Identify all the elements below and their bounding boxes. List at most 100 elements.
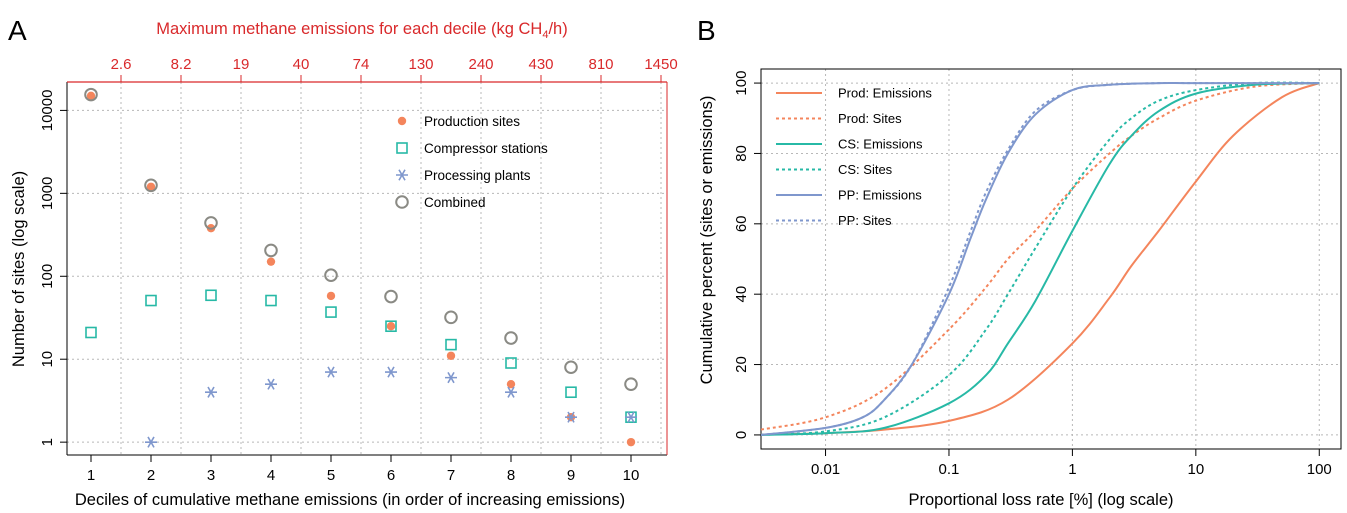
production-sites-point (146, 182, 156, 191)
legend-label: PP: Sites (838, 213, 892, 228)
panel-b-x-axis-label: Proportional loss rate [%] (log scale) (908, 491, 1173, 509)
top-axis-title-subscript: 4 (542, 29, 548, 41)
x-tick-label: 3 (207, 467, 215, 484)
x-tick-label: 10 (1187, 461, 1204, 478)
panel-b-chart: 0.01 0.1 1 10 100 0 20 40 60 80 100 Prod: Emission… (698, 68, 1342, 509)
panel-a-axes: 1 2 3 4 5 6 7 8 9 10 1 10 100 1000 10000 (39, 90, 639, 484)
production-sites-point (626, 437, 636, 447)
panel-a-label: A (8, 15, 27, 46)
top-tick-label: 1450 (644, 56, 677, 73)
compressor-stations-point (205, 289, 217, 302)
processing-plants-point-strokes (445, 371, 457, 384)
compressor-stations-point (325, 306, 337, 318)
line-pp-sites (760, 81, 1320, 436)
y-tick-label: 1 (39, 438, 56, 446)
panel-b-border (760, 68, 1342, 450)
series-combined (84, 87, 638, 391)
x-tick-label: 4 (267, 467, 275, 484)
legend-label: PP: Emissions (838, 188, 922, 203)
y-tick-label: 20 (733, 356, 750, 373)
top-tick-label: 19 (233, 56, 250, 73)
top-tick-label: 2.6 (111, 56, 132, 73)
x-tick-label: 0.1 (939, 461, 960, 478)
top-axis-title: Maximum methane emissions for each decil… (156, 20, 567, 41)
legend-item-production-sites: Production sites (397, 114, 520, 129)
y-tick-label: 40 (733, 286, 750, 303)
x-tick-label: 1 (87, 467, 95, 484)
compressor-stations-point (265, 294, 277, 307)
series-processing-plants (145, 366, 637, 448)
y-tick-label: 10000 (39, 90, 56, 132)
legend-item-pp-emissions: PP: Emissions (776, 188, 922, 203)
line-cs-emissions (760, 82, 1320, 436)
panel-a-plot-frame (66, 81, 668, 456)
combined-point (324, 268, 338, 283)
panel-b-y-axis-label: Cumulative percent (sites or emissions) (698, 96, 716, 385)
line-prod-sites (760, 82, 1320, 431)
combined-point (144, 178, 158, 193)
processing-plants-point-strokes (265, 378, 277, 390)
legend-marker (397, 116, 407, 126)
panel-b-legend: Prod: Emissions Prod: Sites CS: Emissions C… (776, 86, 932, 228)
legend-item-cs-emissions: CS: Emissions (776, 137, 923, 152)
panel-b-grid (761, 69, 1341, 449)
x-tick-label: 2 (147, 467, 155, 484)
legend-label: Production sites (424, 114, 520, 129)
top-axis-title-main: Maximum methane emissions for each decil… (156, 20, 542, 38)
y-tick-label: 60 (733, 215, 750, 232)
compressor-stations-point (85, 326, 97, 339)
compressor-stations-point (145, 294, 157, 307)
top-tick-label: 74 (353, 56, 370, 73)
top-tick-label: 130 (408, 56, 433, 73)
x-tick-label: 1 (1068, 461, 1076, 478)
line-prod-emissions (760, 82, 1320, 436)
x-tick-label: 9 (567, 467, 575, 484)
processing-plants-point (205, 386, 217, 398)
panel-a-points (84, 87, 638, 448)
processing-plants-point-strokes (385, 366, 397, 378)
processing-plants-point (565, 411, 577, 423)
combined-point (84, 87, 98, 102)
combined-point (564, 360, 578, 375)
top-tick-label: 40 (293, 56, 310, 73)
processing-plants-point (265, 378, 277, 390)
x-tick-label: 8 (507, 467, 515, 484)
legend-item-compressor-stations: Compressor stations (396, 141, 548, 156)
top-axis: 2.6 8.2 19 40 74 130 240 430 810 1450 (111, 56, 678, 82)
processing-plants-point (325, 366, 337, 378)
legend-label: CS: Sites (838, 162, 893, 177)
legend-label: Prod: Emissions (838, 86, 932, 101)
legend-marker (396, 169, 408, 181)
compressor-stations-point (445, 338, 457, 351)
compressor-stations-point (385, 320, 397, 333)
processing-plants-point-strokes (565, 411, 577, 423)
top-tick-label: 430 (528, 56, 553, 73)
y-tick-label: 1000 (39, 177, 56, 210)
combined-point (384, 289, 398, 304)
processing-plants-point-strokes (325, 366, 337, 378)
combined-point (444, 310, 458, 325)
series-production-sites (86, 91, 636, 447)
legend-item-processing-plants: Processing plants (396, 168, 531, 183)
production-sites-point (386, 322, 396, 331)
y-tick-label: 0 (733, 431, 750, 439)
panel-a-chart: Maximum methane emissions for each decil… (10, 20, 678, 509)
legend-item-combined: Combined (395, 195, 486, 210)
panel-b-label: B (697, 15, 716, 46)
panel-a-legend: Production sites Compressor stations Proce… (395, 114, 548, 210)
processing-plants-point-strokes (145, 436, 157, 448)
processing-plants-point (625, 411, 637, 423)
panel-a-grid (67, 82, 667, 455)
y-tick-label: 80 (733, 145, 750, 162)
processing-plants-point-strokes (205, 386, 217, 398)
processing-plants-point-strokes (505, 386, 517, 398)
panel-b-lines (760, 81, 1320, 436)
combined-point (504, 331, 518, 345)
x-tick-label: 0.01 (811, 461, 840, 478)
processing-plants-point (385, 366, 397, 378)
x-tick-label: 5 (327, 467, 335, 484)
y-tick-label: 100 (39, 264, 56, 289)
combined-point (624, 377, 638, 391)
y-tick-label: 10 (39, 351, 56, 368)
